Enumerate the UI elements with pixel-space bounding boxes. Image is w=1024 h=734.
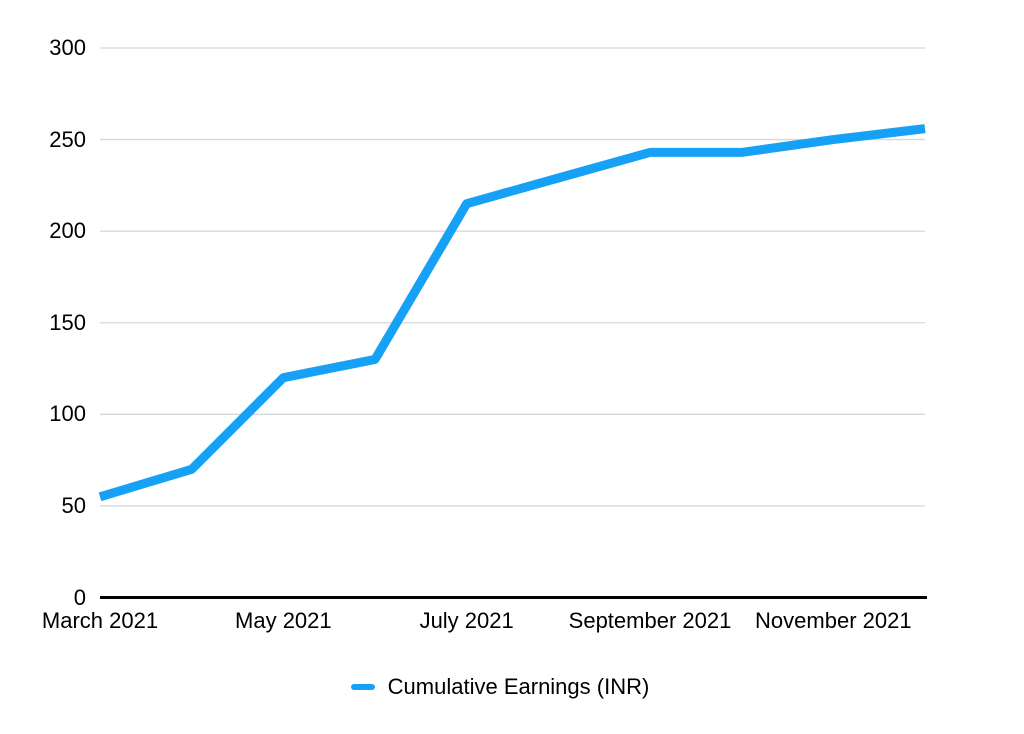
series-line-cumulative-earnings — [98, 124, 926, 502]
y-tick-label-100: 100 — [49, 401, 86, 427]
y-tick-label-150: 150 — [49, 309, 86, 335]
x-tick-label-july-2021: July 2021 — [419, 608, 514, 633]
gridlines — [100, 47, 925, 507]
y-tick-label-200: 200 — [49, 218, 86, 244]
x-tick-label-march-2021: March 2021 — [41, 608, 159, 633]
y-tick-label-50: 50 — [61, 492, 86, 518]
legend-line-swatch — [350, 684, 375, 690]
x-tick-label-november-2021: November 2021 — [755, 608, 912, 633]
y-tick-label-0: 0 — [73, 584, 86, 610]
legend: Cumulative Earnings (INR) — [0, 673, 1000, 701]
y-tick-label-250: 250 — [49, 126, 86, 152]
x-tick-label-september-2021: September 2021 — [568, 608, 732, 633]
legend-label: Cumulative Earnings (INR) — [387, 674, 650, 699]
x-tick-label-may-2021: May 2021 — [235, 608, 332, 633]
y-tick-label-300: 300 — [49, 35, 86, 60]
